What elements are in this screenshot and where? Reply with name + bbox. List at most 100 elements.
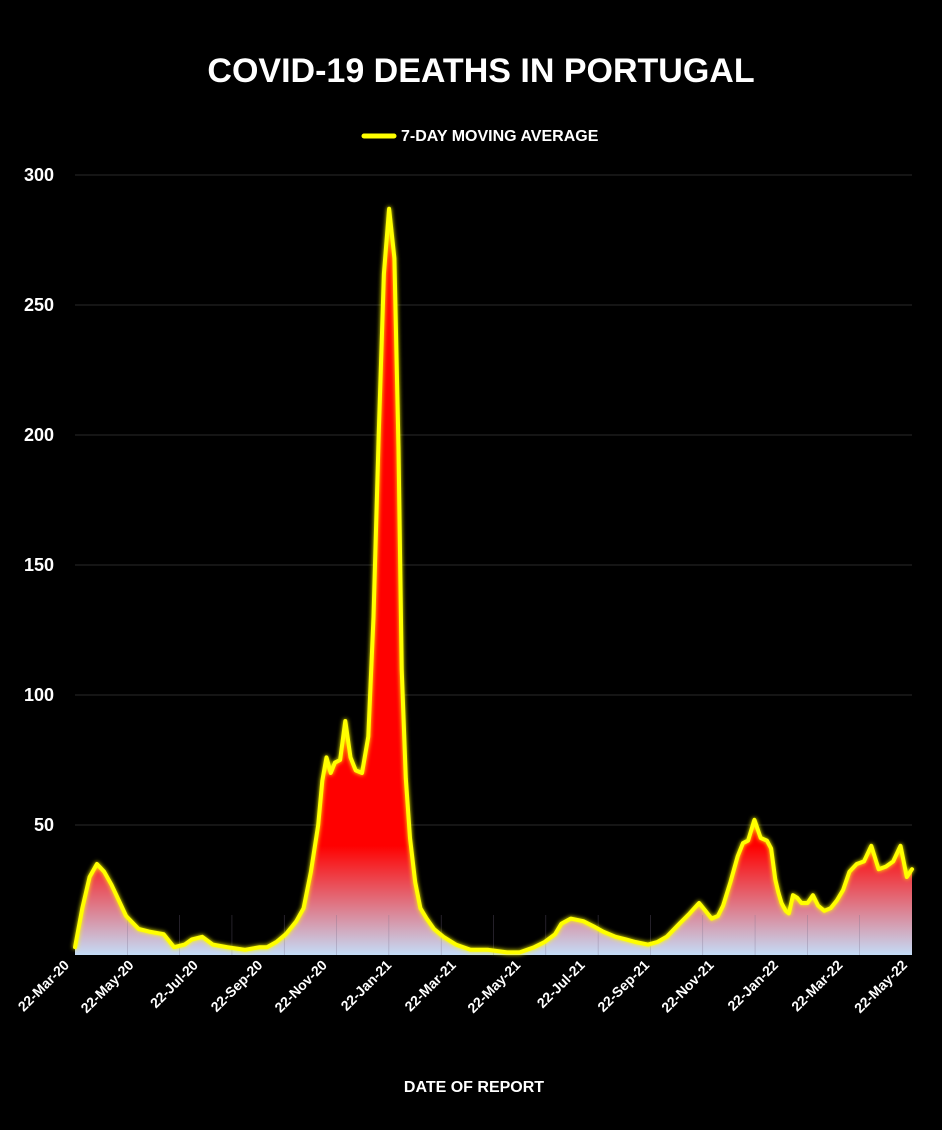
data-point bbox=[487, 949, 490, 951]
data-point bbox=[766, 839, 768, 842]
area-fill bbox=[75, 208, 912, 956]
x-tick-label: 22-May-21 bbox=[464, 957, 523, 1016]
data-point bbox=[717, 915, 719, 917]
data-point bbox=[753, 819, 756, 821]
data-point bbox=[310, 871, 312, 873]
data-point bbox=[855, 863, 858, 865]
data-point bbox=[321, 780, 324, 782]
data-point bbox=[372, 616, 375, 618]
data-point bbox=[899, 845, 902, 847]
x-axis-label: DATE OF REPORT bbox=[404, 1079, 544, 1096]
data-point bbox=[759, 837, 762, 839]
plot-area bbox=[73, 206, 914, 956]
data-point bbox=[582, 920, 585, 922]
data-point bbox=[162, 933, 165, 935]
data-point bbox=[848, 871, 851, 873]
data-point bbox=[569, 917, 572, 920]
data-point bbox=[455, 943, 457, 946]
gridlines bbox=[75, 174, 912, 826]
data-point bbox=[792, 894, 794, 896]
legend-label: 7-DAY MOVING AVERAGE bbox=[401, 128, 599, 145]
x-tick-label: 22-Sep-21 bbox=[594, 957, 652, 1015]
data-point bbox=[377, 434, 380, 436]
data-point bbox=[414, 881, 417, 883]
x-tick-label: 22-Nov-20 bbox=[271, 957, 330, 1016]
data-point bbox=[688, 912, 691, 915]
data-point bbox=[349, 756, 352, 759]
x-tick-label: 22-Jan-21 bbox=[337, 957, 394, 1014]
data-point bbox=[777, 891, 780, 894]
data-point bbox=[405, 777, 407, 779]
data-point bbox=[796, 897, 798, 899]
data-point bbox=[148, 930, 150, 933]
data-point bbox=[125, 915, 127, 917]
data-point bbox=[393, 257, 396, 260]
data-point bbox=[656, 941, 659, 943]
data-point bbox=[295, 920, 298, 922]
data-point bbox=[806, 902, 809, 904]
data-point bbox=[388, 208, 390, 210]
data-point bbox=[325, 756, 328, 759]
data-point bbox=[96, 863, 98, 865]
data-point bbox=[560, 923, 563, 925]
series-line bbox=[73, 206, 914, 955]
data-point bbox=[266, 946, 268, 948]
data-point bbox=[354, 769, 357, 772]
data-point bbox=[442, 936, 445, 938]
data-point bbox=[344, 720, 347, 722]
y-axis-ticks: 50 100 150 200 250 300 bbox=[24, 165, 54, 835]
data-point bbox=[704, 910, 707, 912]
data-point bbox=[742, 842, 744, 844]
data-point bbox=[842, 889, 844, 891]
data-point bbox=[518, 951, 521, 954]
y-tick-label: 250 bbox=[24, 295, 54, 315]
data-point bbox=[469, 949, 472, 951]
data-point bbox=[863, 860, 865, 863]
data-point bbox=[361, 772, 363, 774]
x-tick-label: 22-Nov-21 bbox=[658, 957, 717, 1016]
data-point bbox=[647, 943, 649, 946]
data-point bbox=[258, 946, 261, 948]
data-point bbox=[665, 936, 668, 938]
x-tick-label: 22-Mar-22 bbox=[788, 957, 846, 1015]
data-point bbox=[812, 894, 814, 896]
data-point bbox=[409, 837, 411, 839]
data-point bbox=[201, 936, 204, 938]
data-point bbox=[780, 902, 783, 904]
x-tick-label: 22-Mar-20 bbox=[15, 957, 73, 1015]
data-point bbox=[275, 941, 278, 943]
data-point bbox=[425, 917, 428, 920]
y-tick-label: 100 bbox=[24, 685, 54, 705]
data-point bbox=[74, 946, 76, 948]
data-point bbox=[226, 946, 229, 948]
data-point bbox=[906, 876, 908, 878]
data-point bbox=[800, 902, 803, 904]
data-point bbox=[592, 925, 595, 928]
data-point bbox=[634, 941, 637, 943]
data-point bbox=[747, 839, 749, 842]
x-tick-label: 22-May-20 bbox=[77, 957, 136, 1016]
legend: 7-DAY MOVING AVERAGE bbox=[361, 128, 599, 145]
data-point bbox=[784, 910, 787, 912]
data-point bbox=[774, 878, 777, 881]
data-point bbox=[329, 772, 332, 774]
y-tick-label: 150 bbox=[24, 555, 54, 575]
data-point bbox=[543, 941, 546, 943]
data-point bbox=[614, 936, 617, 938]
data-point bbox=[367, 735, 370, 738]
data-point bbox=[400, 668, 403, 670]
data-point bbox=[191, 938, 193, 941]
x-tick-label: 22-Jul-20 bbox=[147, 957, 201, 1011]
data-point bbox=[285, 933, 287, 935]
data-point bbox=[722, 904, 724, 907]
data-point bbox=[729, 881, 732, 883]
data-point bbox=[103, 871, 105, 873]
data-point bbox=[244, 949, 246, 951]
data-point bbox=[829, 907, 832, 909]
data-point bbox=[81, 907, 84, 909]
y-tick-label: 200 bbox=[24, 425, 54, 445]
data-point bbox=[397, 447, 400, 449]
x-tick-label: 22-May-22 bbox=[851, 957, 910, 1016]
data-point bbox=[317, 824, 320, 826]
data-point bbox=[678, 923, 681, 925]
